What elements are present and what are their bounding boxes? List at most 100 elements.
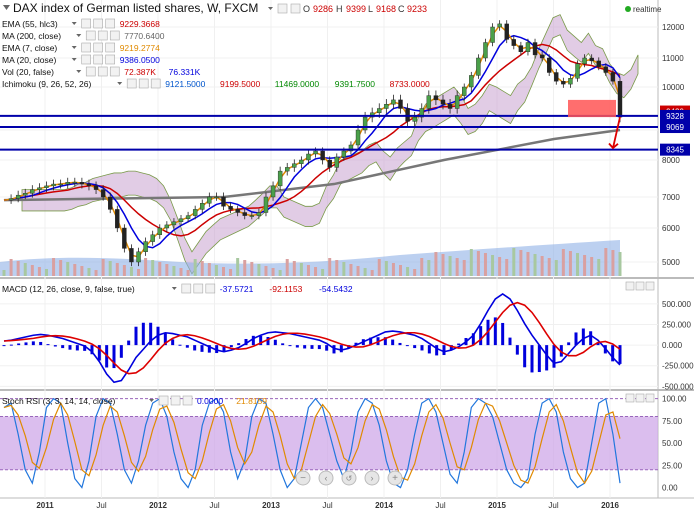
macd-hist-bar	[193, 345, 197, 351]
macd-hist-bar	[420, 345, 424, 351]
legend-eye-button[interactable]	[181, 283, 192, 294]
legend-dropdown-icon[interactable]	[117, 82, 123, 85]
candle-body	[242, 212, 247, 216]
stoch-pane-button[interactable]	[625, 393, 635, 403]
price-tag-label: 8345	[666, 146, 684, 155]
legend-gear-button[interactable]	[93, 18, 103, 29]
volume-bar	[115, 263, 119, 276]
legend-close-button[interactable]	[105, 18, 115, 29]
legend-gear-button[interactable]	[93, 54, 103, 65]
volume-bar	[441, 254, 445, 276]
candle-body	[221, 196, 226, 207]
volume-bar	[342, 262, 346, 276]
volume-bar	[186, 270, 190, 276]
macd-hist-bar	[559, 345, 563, 357]
stoch-k-line	[3, 397, 621, 489]
macd-hist-bar	[215, 345, 219, 354]
legend-eye-button[interactable]	[85, 30, 96, 41]
macd-pane-button[interactable]	[625, 281, 635, 291]
legend-close-button[interactable]	[182, 395, 193, 406]
x-tick-label: 2014	[375, 501, 393, 510]
candle-body	[398, 99, 403, 109]
macd-hist-bar	[171, 339, 175, 346]
macd-hist-bar	[68, 345, 72, 350]
legend-eye-button[interactable]	[81, 18, 91, 29]
legend-gear-button[interactable]	[170, 395, 181, 406]
candle-body	[419, 108, 424, 118]
macd-y-tick: -250.000	[662, 362, 694, 371]
scroll-right-button[interactable]	[364, 470, 380, 486]
candle-body	[575, 63, 580, 79]
candle-body	[426, 95, 432, 109]
legend-close-button[interactable]	[105, 42, 115, 53]
settings-dropdown-icon[interactable]	[268, 7, 273, 10]
macd-hist-bar	[471, 333, 475, 346]
candle-body	[504, 23, 509, 40]
plus-icon: +	[392, 473, 398, 484]
y-tick-label: 8000	[662, 156, 680, 165]
volume-bar	[243, 260, 247, 276]
header-controls[interactable]	[268, 3, 301, 14]
macd-pane-button[interactable]	[635, 281, 645, 291]
legend-value: 9391.7500	[335, 79, 375, 89]
candle-body	[469, 75, 474, 88]
price-tag-label: 9069	[666, 123, 684, 132]
legend-dropdown-icon[interactable]	[71, 22, 77, 25]
macd-hist-bar	[523, 345, 527, 368]
legend-dropdown-icon[interactable]	[71, 58, 77, 61]
volume-bar	[427, 260, 431, 276]
legend-gear-button[interactable]	[97, 66, 108, 77]
candle-body	[129, 248, 134, 263]
legend-gear-button[interactable]	[93, 42, 103, 53]
legend-dropdown-icon[interactable]	[149, 399, 155, 402]
macd-hist-bar	[24, 342, 28, 346]
legend-dropdown-icon[interactable]	[71, 46, 77, 49]
scroll-left-button[interactable]	[318, 470, 334, 486]
header-eye-button[interactable]	[277, 3, 288, 14]
volume-bar	[413, 269, 417, 276]
legend-close-button[interactable]	[150, 78, 161, 89]
macd-hist-bar	[457, 343, 461, 346]
stoch-pane-button[interactable]	[635, 393, 645, 403]
legend-value: -54.5432	[319, 284, 353, 294]
stoch-band	[0, 416, 658, 470]
legend-close-button[interactable]	[109, 66, 120, 77]
volume-bar	[533, 254, 537, 276]
legend-close-button[interactable]	[205, 283, 216, 294]
legend-gear-button[interactable]	[193, 283, 204, 294]
candle-body	[157, 227, 162, 236]
macd-hist-bar	[295, 345, 299, 348]
legend-eye-button[interactable]	[158, 395, 169, 406]
volume-bar	[250, 262, 254, 276]
legend-eye-button[interactable]	[85, 66, 96, 77]
macd-hist-bar	[317, 345, 321, 350]
macd-y-tick: 500.000	[662, 300, 691, 309]
legend-eye-button[interactable]	[81, 54, 91, 65]
legend-gear-button[interactable]	[138, 78, 149, 89]
collapse-legend-icon[interactable]	[3, 5, 10, 10]
legend-dropdown-icon[interactable]	[76, 34, 82, 37]
macd-hist-bar	[354, 342, 358, 346]
legend-eye-button[interactable]	[81, 42, 91, 53]
candle-body	[285, 167, 290, 172]
legend-gear-button[interactable]	[97, 30, 108, 41]
stoch-pane-button[interactable]	[645, 393, 655, 403]
macd-hist-bar	[427, 345, 431, 354]
legend-close-button[interactable]	[109, 30, 120, 41]
legend-eye-button[interactable]	[126, 78, 137, 89]
volume-bar	[306, 265, 310, 276]
zoom-out-button[interactable]	[295, 470, 311, 486]
macd-hist-bar	[369, 337, 373, 346]
legend-close-button[interactable]	[105, 54, 115, 65]
macd-pane-button[interactable]	[645, 281, 655, 291]
macd-hist-bar	[515, 345, 519, 355]
volume-bar	[526, 252, 530, 276]
zoom-in-button[interactable]	[387, 470, 403, 486]
macd-hist-bar	[251, 335, 255, 346]
header-gear-button[interactable]	[290, 3, 301, 14]
macd-hist-bar	[266, 337, 270, 346]
x-tick-label: 2012	[149, 501, 167, 510]
legend-dropdown-icon[interactable]	[171, 287, 177, 290]
reset-button[interactable]	[341, 470, 357, 486]
legend-dropdown-icon[interactable]	[76, 70, 82, 73]
